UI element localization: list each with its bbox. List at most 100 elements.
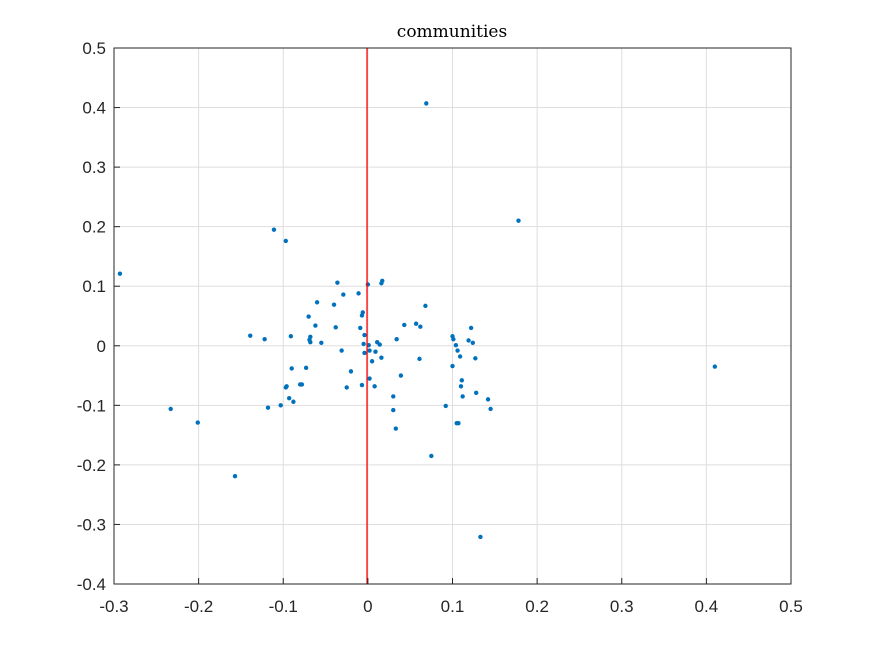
data-point [424, 101, 429, 106]
x-tick-label: -0.1 [269, 597, 298, 616]
data-point [331, 302, 337, 307]
data-point [453, 342, 459, 348]
y-tick-label: -0.1 [77, 396, 106, 415]
data-point [451, 337, 456, 342]
data-point [413, 321, 419, 326]
data-point [358, 325, 363, 331]
data-point [362, 332, 367, 338]
data-point [248, 333, 253, 338]
y-tick-label: 0 [97, 337, 106, 356]
y-tick-label: 0.3 [82, 158, 106, 177]
y-tick-label: -0.3 [77, 515, 106, 534]
data-point [466, 338, 471, 343]
data-point [398, 373, 404, 378]
x-tick-label: 0.4 [695, 597, 719, 616]
data-point [458, 384, 464, 389]
data-point [283, 385, 288, 390]
x-tick-label: 0.1 [441, 597, 465, 616]
data-point [365, 282, 371, 287]
data-point [369, 359, 375, 364]
data-point [333, 325, 338, 330]
data-point [393, 426, 399, 431]
data-point [362, 350, 367, 356]
data-point [286, 395, 292, 401]
data-point [278, 403, 283, 408]
data-point [291, 399, 296, 404]
chart-title: communities [397, 22, 507, 42]
data-point [168, 406, 173, 412]
data-point [373, 349, 378, 354]
data-point [516, 218, 521, 223]
data-point [455, 348, 460, 353]
data-point [488, 406, 493, 412]
y-tick-label: -0.2 [77, 456, 106, 475]
data-point [372, 384, 377, 389]
data-point [359, 313, 365, 318]
data-point [348, 369, 354, 374]
data-point [289, 366, 294, 371]
x-tick-label: 0 [363, 597, 372, 616]
data-point [356, 291, 361, 296]
x-axis-ticks: -0.3 -0.2 -0.1 0 0.1 0.2 0.3 0.4 0.5 [99, 578, 803, 616]
data-point [478, 534, 483, 540]
y-tick-label: 0.2 [82, 218, 106, 237]
data-point [283, 238, 288, 244]
data-point [459, 378, 465, 383]
data-point [450, 363, 455, 369]
data-point [418, 324, 423, 329]
data-point [117, 271, 123, 276]
y-tick-label: 0.1 [82, 277, 106, 296]
data-point [319, 340, 324, 345]
data-point [232, 474, 238, 479]
data-point [361, 341, 366, 347]
y-axis-ticks: 0.5 0.4 0.3 0.2 0.1 0 -0.1 -0.2 -0.3 -0.4 [77, 39, 120, 594]
data-point [271, 227, 277, 232]
data-point [288, 334, 294, 339]
data-point [367, 376, 372, 381]
x-tick-label: 0.2 [525, 597, 549, 616]
data-point [460, 394, 465, 399]
data-point [394, 337, 399, 342]
data-point [265, 405, 271, 410]
data-point [457, 354, 463, 359]
x-tick-label: 0.5 [779, 597, 803, 616]
y-tick-label: 0.4 [82, 99, 106, 118]
data-point [313, 323, 318, 328]
x-tick-label: -0.3 [99, 597, 128, 616]
data-point [303, 365, 309, 371]
data-point [314, 300, 320, 305]
data-point [262, 337, 267, 342]
data-point [473, 390, 479, 396]
data-point [339, 348, 344, 353]
data-point [308, 340, 313, 345]
data-point [359, 382, 365, 388]
data-points [117, 101, 718, 540]
data-point [367, 348, 372, 353]
data-point [712, 364, 718, 369]
data-point [402, 322, 407, 328]
x-tick-label: -0.2 [184, 597, 213, 616]
y-tick-label: 0.5 [82, 39, 106, 58]
x-tick-label: 0.3 [610, 597, 634, 616]
data-point [423, 303, 428, 309]
data-point [380, 278, 385, 284]
data-point [470, 340, 476, 345]
data-point [377, 342, 382, 347]
data-point [341, 292, 346, 297]
data-point [391, 394, 396, 399]
data-point [335, 280, 340, 285]
data-point [391, 407, 396, 413]
data-point [443, 403, 448, 409]
data-point [417, 356, 422, 362]
data-point [299, 382, 305, 387]
data-point [473, 356, 478, 361]
data-point [429, 453, 434, 459]
data-point [379, 355, 384, 360]
data-point [195, 420, 200, 425]
data-point [468, 325, 474, 331]
data-point [485, 397, 491, 402]
y-tick-label: -0.4 [77, 575, 106, 594]
data-point [456, 421, 461, 426]
data-point [306, 314, 311, 319]
